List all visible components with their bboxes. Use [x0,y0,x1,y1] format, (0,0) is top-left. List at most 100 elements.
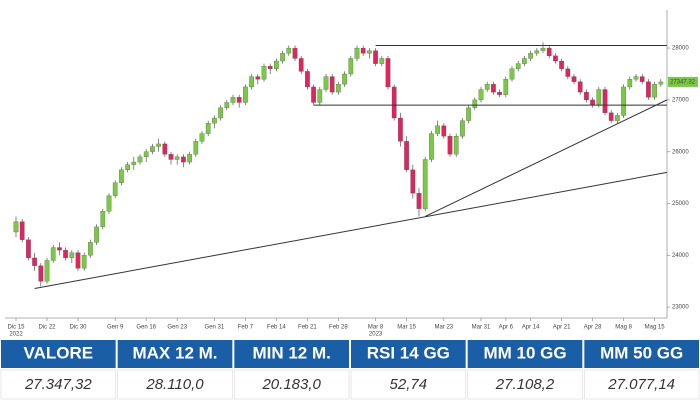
candle-body [522,58,527,64]
candle-body [230,97,236,103]
candle-body [255,76,261,80]
candle-body [38,265,44,282]
candle-body [460,120,465,137]
x-tick-label: Mar 23 [434,325,453,331]
candle-body [280,53,285,62]
candle-body [484,84,490,90]
candle-body [435,125,440,134]
candle-body [292,47,298,59]
candle-body [478,89,484,101]
table-value: 27.108,2 [495,376,555,393]
candle-body [553,55,558,62]
candle-body [311,86,316,103]
x-tick-label: Feb 14 [267,325,286,331]
candle-body [503,79,509,95]
candle-body [162,143,168,155]
candle-body [57,247,62,251]
y-tick-label: 23000 [672,305,689,311]
candle-body [422,159,428,209]
x-tick-label: Apr 21 [553,325,571,331]
table-header-cell [117,340,233,368]
table-header-cell [584,340,699,368]
candle-body [416,192,422,209]
candle-body [32,257,37,266]
y-tick-label: 24000 [672,253,689,259]
candle-body [627,79,633,88]
candle-body [466,107,471,121]
candle-body [615,115,620,121]
table-value: 27.347,32 [24,376,92,393]
x-tick-label: Mag 8 [615,325,632,331]
candle-body [323,76,329,90]
candle-body [267,66,273,69]
candle-body [298,58,304,72]
candle-body [379,58,385,64]
candle-body [639,76,645,82]
candle-body [534,50,540,54]
x-tick-label: Mar 31 [472,325,491,331]
y-tick-label: 26000 [672,149,689,155]
candle-body [577,81,583,93]
candle-body [410,169,416,194]
candle-body [491,84,496,93]
x-tick-label: Feb 21 [298,325,317,331]
candle-body [590,99,595,106]
candle-body [100,211,106,227]
candle-body [305,71,310,88]
candle-body [497,91,502,95]
table-value: 28.110,0 [145,376,204,393]
y-tick-label: 27000 [672,97,689,103]
candle-body [63,249,68,259]
candle-body [453,136,459,155]
table-cell [234,369,350,400]
candle-body [559,60,564,69]
candle-body [602,89,608,113]
candle-body [75,252,81,269]
candle-body [528,53,533,59]
table-header: MIN 12 M. [252,343,330,362]
table-cell [350,369,466,400]
candle-body [342,73,347,85]
candle-body [88,242,93,256]
candle-body [360,47,366,54]
table-header: VALORE [24,343,94,362]
x-tick-label: Apr 14 [522,325,540,331]
table-header-cell [234,340,349,368]
candle-body [81,255,87,269]
table-header: MAX 12 M. [132,343,217,362]
candle-body [447,136,453,155]
table-value: 52,74 [390,376,428,393]
candle-body [44,260,50,282]
candle-body [174,156,180,160]
candle-body [286,47,292,54]
candle-body [385,58,391,88]
candle-body [274,60,279,69]
candle-body [249,76,254,88]
candle-body [354,47,360,59]
y-tick-label: 28000 [672,46,689,52]
candle-body [646,81,651,98]
candle-body [565,68,571,77]
x-tick-label: Feb 7 [238,325,254,331]
last-value-box [668,76,698,87]
candle-body [404,141,409,170]
candle-body [168,154,174,160]
table-value: 27.077,14 [607,376,675,393]
table-cell [467,369,583,400]
candle-body [26,239,31,259]
x-tick-label: Apr 6 [499,325,514,331]
candle-body [472,99,478,108]
x-tick-label: Gen 31 [205,325,225,331]
x-tick-label: Mar 15 [397,325,416,331]
table-value: 20.183,0 [261,376,321,393]
candle-body [367,50,372,54]
table-cell [0,369,116,400]
y-tick-label: 25000 [672,201,689,207]
candle-body [131,161,137,165]
candle-body [199,133,205,142]
x-tick-label: Gen 9 [107,325,124,331]
candle-body [373,50,378,64]
candle-body [658,81,664,85]
candle-body [193,141,199,155]
